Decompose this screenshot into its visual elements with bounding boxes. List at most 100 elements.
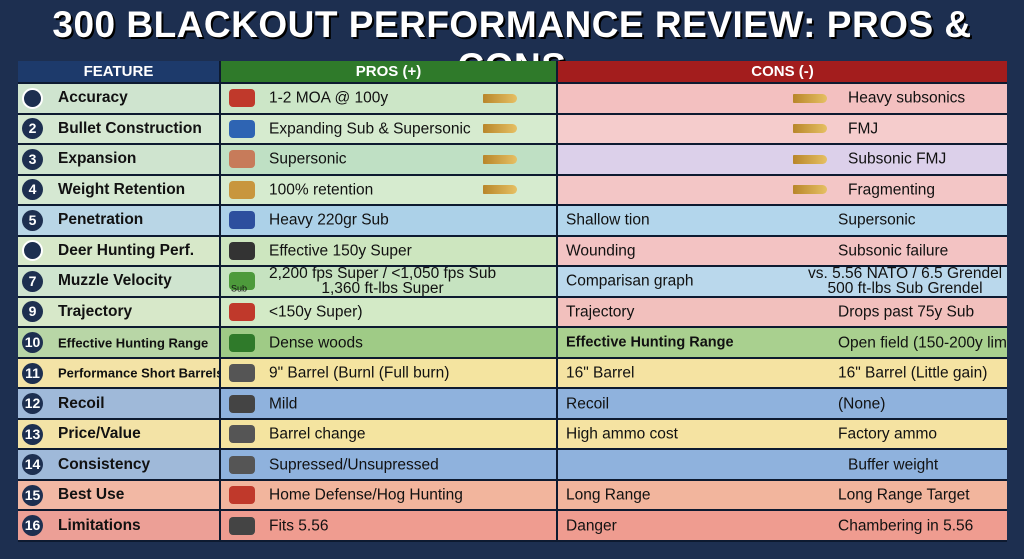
pros-cell: Expanding Sub & Supersonic xyxy=(221,114,556,144)
pros-cell: Barrel change xyxy=(221,419,556,449)
feature-label: Weight Retention xyxy=(58,180,186,198)
pros-cell: Dense woods xyxy=(221,328,556,357)
cons-cell: FMJ xyxy=(558,114,1007,144)
row-number: 11 xyxy=(22,362,43,384)
column-header: PROS (+) xyxy=(221,61,556,82)
cons-text: Long Range xyxy=(566,486,651,504)
cons-cell: Trajectory Drops past 75y Sub xyxy=(558,297,1007,327)
row-number: 16 xyxy=(22,515,43,537)
table-row: Deer Hunting Perf. Effective 150y Super Wo… xyxy=(18,236,1007,268)
icon-label: Sub xyxy=(231,283,248,294)
bullet-icon xyxy=(483,93,517,103)
pros-icon xyxy=(229,89,255,108)
cons-text: Recoil xyxy=(566,395,610,413)
row-number: 5 xyxy=(22,209,43,231)
pros-line: Supersonic xyxy=(269,150,347,168)
table-row: 9 Trajectory <150y Super) Trajectory Drops p… xyxy=(18,297,1007,329)
cons-text: Supersonic xyxy=(838,211,916,229)
pros-icon xyxy=(229,302,255,321)
feature-cell: 5 Penetration xyxy=(18,206,219,235)
cons-text: Subsonic failure xyxy=(838,242,949,260)
cons-text: Drops past 75y Sub xyxy=(838,303,975,321)
feature-label: Deer Hunting Perf. xyxy=(58,241,195,259)
pros-line: Fits 5.56 xyxy=(269,517,329,535)
table-row: 12 Recoil Mild Recoil (None) xyxy=(18,389,1007,420)
cons-cell: Subsonic FMJ xyxy=(558,145,1007,174)
table: FEATURE PROS (+) CONS (-) Accuracy 1-2 MO… xyxy=(18,61,1007,542)
cons-cell: Danger Chambering in 5.56 xyxy=(558,511,1007,540)
pros-cell: Home Defense/Hog Hunting xyxy=(221,480,556,510)
bullet-icon xyxy=(483,124,517,134)
pros-cell: Sub 2,200 fps Super / <1,050 fps Sub 1,360… xyxy=(221,267,556,296)
cons-cell: Long Range Long Range Target xyxy=(558,480,1007,510)
bullet-icon xyxy=(483,185,517,195)
table-row: 2 Bullet Construction Expanding Sub & Supe… xyxy=(18,114,1007,146)
feature-label: Price/Value xyxy=(58,425,141,443)
pros-cell: Effective 150y Super xyxy=(221,236,556,266)
feature-label: Bullet Construction xyxy=(58,119,202,137)
pros-line: Expanding Sub & Supersonic xyxy=(269,120,471,138)
pros-icon xyxy=(229,150,255,169)
pros-text: Home Defense/Hog Hunting xyxy=(269,486,463,504)
row-number: 2 xyxy=(22,118,43,140)
feature-label: Muzzle Velocity xyxy=(58,272,172,290)
feature-label: Limitations xyxy=(58,516,141,534)
pros-icon xyxy=(229,333,255,352)
cons-text: Shallow tion xyxy=(566,211,650,229)
pros-icon xyxy=(229,272,255,291)
pros-text: Expanding Sub & Supersonic xyxy=(269,120,471,138)
pros-text: 9" Barrel (Burnl (Full burn) xyxy=(269,364,450,382)
pros-text: Fits 5.56 xyxy=(269,517,329,535)
pros-text: Barrel change xyxy=(269,426,366,442)
row-number: 4 xyxy=(22,179,43,201)
pros-cell: 9" Barrel (Burnl (Full burn) xyxy=(221,358,556,388)
cons-text: (None) xyxy=(838,395,886,413)
pros-icon xyxy=(229,180,255,199)
cons-cell: Recoil (None) xyxy=(558,389,1007,418)
pros-line: 100% retention xyxy=(269,181,374,199)
pros-icon xyxy=(229,455,255,474)
pros-line: 9" Barrel (Burnl (Full burn) xyxy=(269,364,450,382)
feature-label: Effective Hunting Range xyxy=(58,335,209,351)
row-number: 13 xyxy=(22,423,43,445)
pros-text: Effective 150y Super xyxy=(269,243,412,259)
feature-label: Expansion xyxy=(58,150,137,168)
cons-text: vs. 5.56 NATO / 6.5 Grendel 500 ft-lbs Su… xyxy=(808,267,1002,296)
bullet-icon xyxy=(793,93,827,103)
row-number: 12 xyxy=(22,393,43,415)
feature-cell: 10 Effective Hunting Range xyxy=(18,328,219,357)
table-row: Accuracy 1-2 MOA @ 100y Heavy subsonics xyxy=(18,84,1007,115)
bullet-icon xyxy=(793,185,827,195)
cons-text: Trajectory xyxy=(566,303,635,321)
pros-text: <150y Super) xyxy=(269,304,363,320)
row-number: 10 xyxy=(22,332,43,354)
bullet-icon xyxy=(793,124,827,134)
pros-text: 2,200 fps Super / <1,050 fps Sub 1,360 ft… xyxy=(269,267,496,296)
column-header: CONS (-) xyxy=(558,61,1007,82)
feature-cell: 14 Consistency xyxy=(18,450,219,479)
cons-text: Long Range Target xyxy=(838,486,970,504)
pros-text: 100% retention xyxy=(269,181,374,199)
cons-text: Subsonic FMJ xyxy=(848,150,947,168)
feature-cell: 11 Performance Short Barrels xyxy=(18,358,219,388)
cons-cell: Comparisan graph vs. 5.56 NATO / 6.5 Gren… xyxy=(558,267,1007,296)
feature-cell: 16 Limitations xyxy=(18,511,219,540)
pros-icon xyxy=(229,241,255,260)
cons-text: Factory ammo xyxy=(838,425,938,443)
cons-text: Wounding xyxy=(566,242,636,260)
table-row: 7 Muzzle Velocity Sub 2,200 fps Super / <1,… xyxy=(18,267,1007,298)
pros-icon xyxy=(229,516,255,535)
pros-icon xyxy=(229,425,255,444)
feature-label: Trajectory xyxy=(58,302,133,320)
table-row: 13 Price/Value Barrel change High ammo cost… xyxy=(18,419,1007,451)
pros-line: Home Defense/Hog Hunting xyxy=(269,486,463,504)
pros-cell: Heavy 220gr Sub xyxy=(221,206,556,235)
pros-line: Heavy 220gr Sub xyxy=(269,211,389,229)
pros-icon xyxy=(229,486,255,505)
pros-cell: Supersonic xyxy=(221,145,556,174)
pros-line: 1-2 MOA @ 100y xyxy=(269,89,389,107)
table-row: 4 Weight Retention 100% retention Fragmenti… xyxy=(18,175,1007,207)
cons-text: Buffer weight xyxy=(848,456,939,474)
cons-line: vs. 5.56 NATO / 6.5 Grendel xyxy=(808,267,1003,283)
